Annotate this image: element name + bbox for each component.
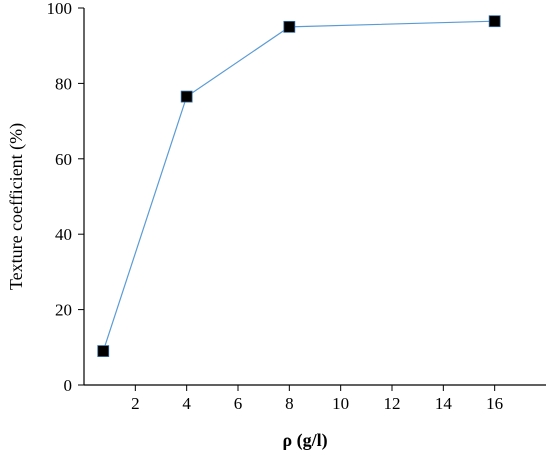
y-tick-label: 40 <box>55 225 72 244</box>
y-tick-label: 0 <box>64 376 73 395</box>
y-axis-ticks: 0 20 40 60 80 100 <box>47 0 84 395</box>
x-axis-title: ρ (g/l) <box>282 430 327 451</box>
x-tick-label: 2 <box>131 394 140 413</box>
y-axis-title: Texture coefficient (%) <box>6 123 27 290</box>
data-point-marker <box>180 90 193 103</box>
axes <box>83 8 546 386</box>
series-group <box>97 15 501 357</box>
y-tick-label: 100 <box>47 0 73 18</box>
y-tick-label: 60 <box>55 150 72 169</box>
x-axis-ticks: 2 4 6 8 10 12 14 16 <box>131 385 503 413</box>
x-tick-label: 4 <box>182 394 191 413</box>
x-tick-label: 10 <box>332 394 349 413</box>
x-tick-label: 6 <box>234 394 243 413</box>
x-tick-label: 14 <box>435 394 453 413</box>
x-tick-label: 12 <box>384 394 401 413</box>
data-point-marker <box>488 15 501 28</box>
data-point-marker <box>97 345 110 357</box>
y-tick-label: 80 <box>55 74 72 93</box>
data-point-marker <box>283 20 296 33</box>
y-tick-label: 20 <box>55 301 72 320</box>
series-line <box>102 20 495 352</box>
x-tick-label: 8 <box>285 394 294 413</box>
x-tick-label: 16 <box>486 394 503 413</box>
